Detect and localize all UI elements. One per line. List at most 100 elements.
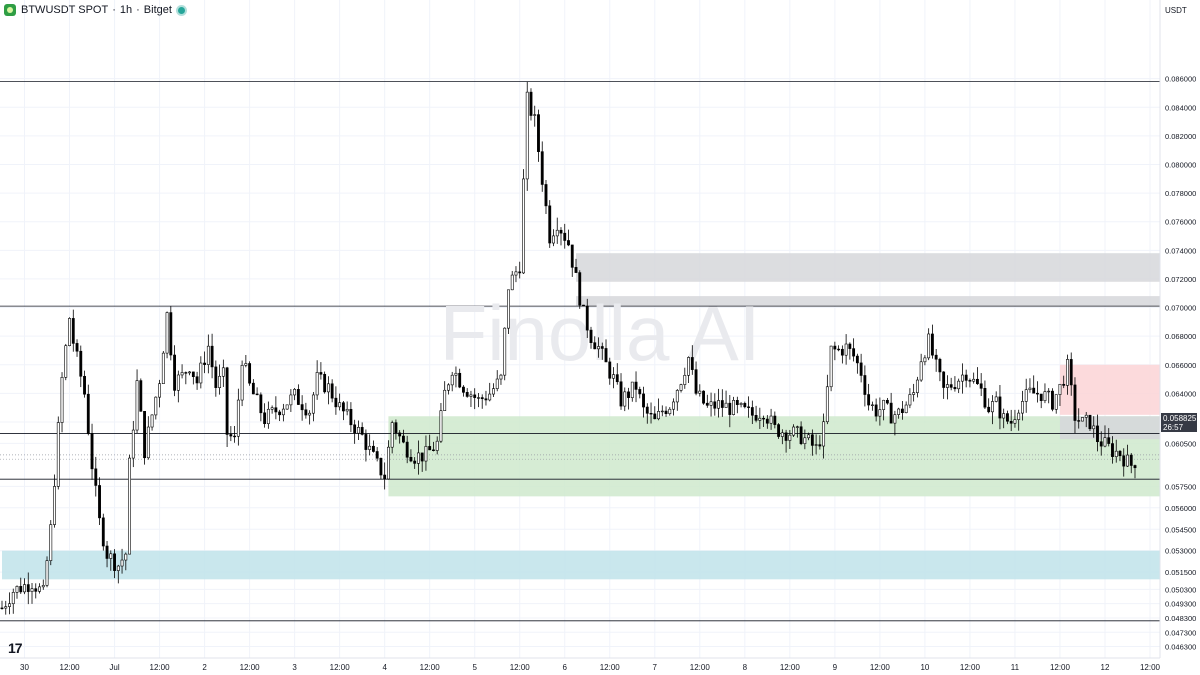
- candle-body: [1047, 390, 1051, 393]
- candle-body: [116, 565, 120, 571]
- price-tick-label: 0.082000: [1165, 132, 1196, 141]
- candle-body: [169, 312, 173, 356]
- candle-body: [105, 545, 109, 559]
- candle-body: [484, 398, 488, 401]
- price-axis[interactable]: 0.086000 0.084000 0.082000 0.080000 0.078000…: [1165, 75, 1196, 652]
- candle-body: [71, 318, 75, 344]
- candle-body: [728, 402, 732, 415]
- time-tick-label: 12:00: [600, 663, 621, 672]
- candle-body: [356, 427, 360, 434]
- candle-body: [1069, 359, 1073, 386]
- candle-body: [199, 362, 203, 384]
- candle-body: [432, 449, 435, 451]
- candle-body: [41, 584, 45, 588]
- price-tick-label: 0.060500: [1165, 439, 1196, 448]
- candle-body: [788, 434, 792, 441]
- candle-body: [709, 401, 713, 406]
- candle-body: [1114, 450, 1118, 457]
- candle-body: [263, 412, 267, 425]
- candle-body: [113, 553, 116, 571]
- candle-body: [720, 400, 724, 408]
- candle-body: [465, 392, 469, 397]
- candle-body: [724, 402, 728, 408]
- supply-zone: [1059, 364, 1160, 415]
- candle-body: [784, 432, 788, 441]
- candle-body: [574, 267, 578, 273]
- candle-body: [1107, 437, 1111, 444]
- price-tick-label: 0.066000: [1165, 361, 1196, 370]
- candle-body: [837, 348, 841, 351]
- candle-body: [829, 345, 833, 388]
- candle-body: [424, 446, 428, 462]
- candle-body: [792, 426, 796, 436]
- price-tick-label: 0.074000: [1165, 246, 1196, 255]
- candle-body: [191, 371, 195, 378]
- exchange-name: Bitget: [143, 4, 172, 16]
- price-tick-label: 0.047300: [1165, 628, 1196, 637]
- candle-body: [135, 380, 139, 431]
- candle-body: [638, 389, 642, 395]
- candle-body: [218, 375, 222, 388]
- price-tick-label: 0.046300: [1165, 643, 1196, 652]
- candle-body: [717, 400, 720, 409]
- candle-body: [1111, 443, 1114, 457]
- candle-body: [593, 342, 597, 350]
- time-axis[interactable]: 30 12:00 Jul 12:00 2 12:00 3 12:00 4 12:00 5 12:00 6…: [20, 663, 1160, 672]
- candle-body: [334, 397, 338, 408]
- candle-body: [379, 457, 383, 476]
- candle-body: [1122, 455, 1126, 467]
- candle-body: [582, 304, 585, 307]
- grey-zone: [576, 296, 1160, 307]
- candle-body: [75, 343, 79, 352]
- candle-body: [492, 388, 495, 395]
- candle-body: [233, 435, 237, 438]
- candle-body: [893, 414, 897, 424]
- time-tick-label: 10: [920, 663, 929, 672]
- time-tick-label: 12:00: [780, 663, 801, 672]
- candle-body: [1066, 359, 1069, 386]
- candle-body: [675, 390, 679, 403]
- candle-body: [889, 402, 893, 424]
- candle-body: [765, 418, 769, 424]
- candle-body: [236, 399, 240, 437]
- candle-body: [960, 374, 964, 382]
- candle-body: [915, 379, 919, 393]
- last-price-value: 0.058825: [1163, 414, 1197, 423]
- candle-body: [289, 394, 293, 406]
- candle-body: [979, 383, 983, 389]
- price-tick-label: 0.064000: [1165, 389, 1196, 398]
- candle-body: [1002, 413, 1006, 419]
- candle-body: [799, 426, 803, 444]
- candle-body: [15, 586, 19, 593]
- candle-body: [653, 413, 657, 420]
- candle-body: [1062, 383, 1066, 386]
- candle-body: [927, 333, 931, 359]
- candle-body: [642, 393, 645, 408]
- candle-body: [79, 350, 83, 377]
- candle-body: [251, 382, 255, 395]
- candle-body: [754, 415, 758, 421]
- candle-body: [214, 366, 218, 388]
- time-tick-label: 12:00: [510, 663, 531, 672]
- candle-body: [98, 485, 101, 519]
- candle-body: [390, 422, 394, 448]
- candle-body: [255, 393, 259, 396]
- candle-body: [1021, 401, 1024, 414]
- candle-body: [1013, 419, 1017, 424]
- candle-body: [840, 348, 844, 356]
- candle-body: [83, 375, 86, 395]
- candle-body: [972, 378, 976, 382]
- candle-body: [188, 371, 192, 374]
- symbol-header[interactable]: BTWUSDT SPOT · 1h · Bitget: [0, 0, 185, 20]
- candle-body: [341, 402, 345, 412]
- time-tick-label: 12:00: [330, 663, 351, 672]
- candle-body: [623, 391, 627, 407]
- symbol-name: BTWUSDT SPOT: [21, 4, 109, 16]
- candle-body: [281, 408, 285, 416]
- candle-body: [4, 606, 8, 609]
- candle-body: [499, 374, 503, 380]
- tradingview-logo[interactable]: 17: [8, 640, 23, 656]
- zones-layer: [2, 253, 1160, 580]
- price-tick-label: 0.070000: [1165, 304, 1196, 313]
